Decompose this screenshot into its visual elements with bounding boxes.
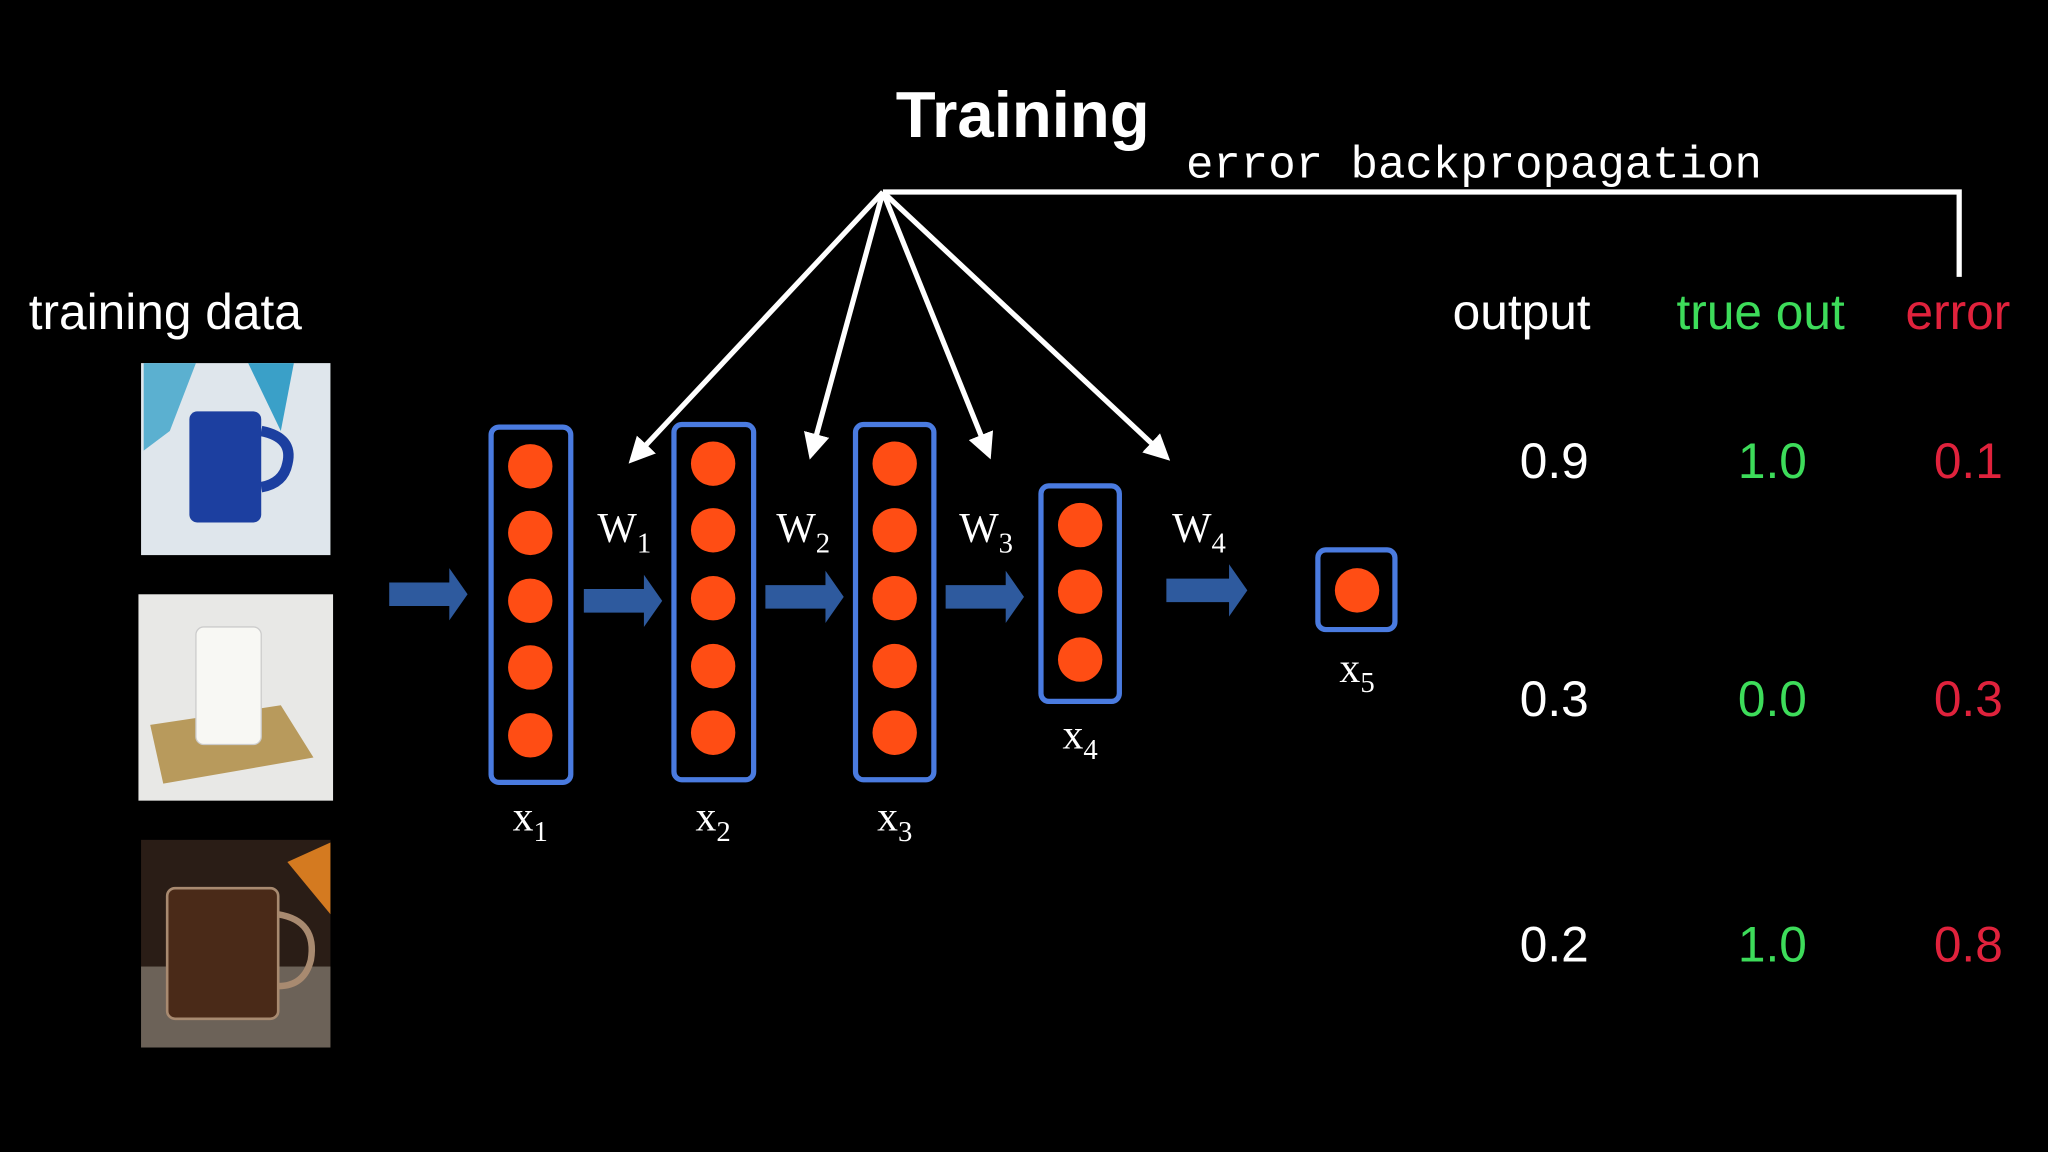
table-cell: 0.3 — [1934, 671, 2003, 727]
layer-label: x5 — [1339, 646, 1374, 699]
label-subscript: 5 — [1360, 667, 1374, 699]
label-base: x — [513, 795, 534, 841]
neuron — [508, 510, 553, 556]
neuron — [690, 710, 736, 755]
neuron — [872, 576, 917, 621]
label-base: W — [597, 506, 637, 552]
neuron — [872, 508, 917, 553]
neuron — [508, 645, 553, 690]
arrow — [880, 191, 994, 460]
table-cell: 1.0 — [1738, 433, 1807, 489]
flow-arrow — [389, 568, 468, 621]
label-subscript: 4 — [1212, 527, 1226, 559]
label-base: W — [776, 506, 816, 552]
label-subscript: 3 — [898, 816, 912, 848]
neuron — [690, 576, 736, 621]
layer-label: x1 — [513, 795, 548, 848]
subtitle: error backpropagation — [1186, 140, 1762, 192]
flow-arrow — [583, 574, 663, 627]
label-subscript: 2 — [716, 816, 730, 848]
bag — [287, 842, 331, 915]
weight-label: W1 — [597, 506, 651, 559]
label-base: x — [1063, 712, 1084, 758]
neuron — [690, 643, 736, 689]
label-base: W — [959, 506, 999, 552]
weight-label: W4 — [1172, 506, 1226, 559]
table-cell: 1.0 — [1738, 916, 1807, 972]
weight-label: W3 — [959, 506, 1013, 559]
flow-arrow — [945, 570, 1024, 624]
table-cell: 0.8 — [1934, 916, 2003, 972]
neuron — [872, 643, 917, 689]
background-shape — [143, 363, 196, 451]
bracket — [882, 189, 1962, 277]
layer-label: x3 — [877, 795, 912, 848]
flow-arrow — [765, 570, 844, 624]
mug — [189, 411, 262, 523]
image-milk — [138, 594, 334, 801]
glass — [195, 626, 262, 746]
label-base: W — [1172, 506, 1212, 552]
layer-box — [852, 421, 937, 783]
neuron — [872, 441, 917, 486]
layer-label: x2 — [696, 795, 731, 848]
table-cell: 0.2 — [1520, 916, 1589, 972]
cup-handle — [277, 911, 316, 990]
table-cell: 0.9 — [1520, 433, 1589, 489]
image-mug — [141, 363, 331, 556]
results-table: output true out error 0.9 1.0 0.1 0.3 0.0 0.3 0.2… — [1453, 284, 2011, 972]
neuron — [1057, 569, 1103, 614]
cup — [165, 886, 280, 1021]
label-subscript: 3 — [999, 527, 1013, 559]
column-header: true out — [1677, 284, 1845, 340]
image-coffee — [141, 839, 331, 1048]
label-subscript: 2 — [816, 527, 830, 559]
layer-label: x4 — [1063, 712, 1098, 765]
neuron — [508, 444, 553, 489]
arrow — [804, 191, 886, 460]
layer-box — [1038, 483, 1122, 704]
table-cell: 0.0 — [1738, 671, 1807, 727]
neuron — [872, 710, 917, 755]
label-subscript: 4 — [1083, 734, 1097, 766]
label-subscript: 1 — [534, 816, 548, 848]
column-header: error — [1905, 284, 2010, 340]
layer-box — [488, 424, 574, 785]
training-data-label: training data — [29, 284, 303, 340]
table-cell: 0.1 — [1934, 433, 2003, 489]
layer-box — [1315, 547, 1398, 633]
neuron — [1334, 568, 1380, 613]
neuron — [1057, 637, 1103, 682]
backprop-arrows — [628, 190, 1171, 464]
label-base: x — [877, 795, 898, 841]
neuron — [690, 508, 736, 553]
neuron — [508, 713, 553, 758]
neuron — [1057, 502, 1103, 548]
mug-handle — [259, 425, 294, 493]
column-header: output — [1453, 284, 1591, 340]
neuron — [508, 578, 553, 624]
arrow — [881, 190, 1171, 461]
arrow — [628, 190, 885, 464]
flow-arrow — [1166, 564, 1248, 617]
layer-box — [671, 421, 757, 783]
label-base: x — [1339, 646, 1360, 692]
neuron — [690, 441, 736, 486]
weight-label: W2 — [776, 506, 830, 559]
background-shape — [248, 363, 294, 432]
table-cell: 0.3 — [1520, 671, 1589, 727]
label-subscript: 1 — [637, 527, 651, 559]
title: Training — [896, 78, 1150, 151]
label-base: x — [696, 795, 717, 841]
